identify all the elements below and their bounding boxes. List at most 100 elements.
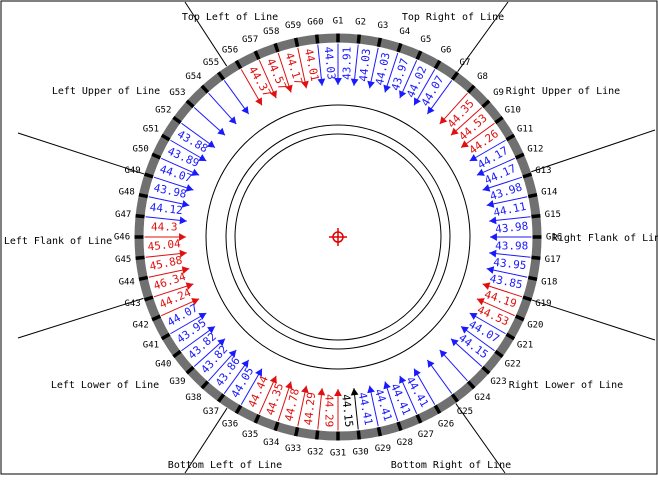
gauge-label: G9 — [493, 88, 504, 98]
ring-tick — [273, 42, 280, 53]
gauge-label: G23 — [490, 377, 506, 387]
arrow-head — [255, 368, 262, 377]
sector-line-2 — [457, 1, 509, 73]
arrow-head — [269, 90, 277, 99]
ring-tick — [314, 34, 320, 44]
measurement-value: 44.29 — [302, 392, 318, 426]
sector-line-7 — [184, 407, 228, 474]
arrow-head — [367, 385, 375, 394]
ring-tick — [172, 349, 182, 359]
measurement-value: 44.3 — [151, 221, 178, 234]
gauge-label: G26 — [438, 420, 454, 430]
ring-tick — [356, 34, 362, 44]
ring-tick — [151, 314, 162, 322]
gauge-label: G60 — [307, 18, 323, 28]
arrow-head — [482, 184, 491, 192]
gauge-label: G55 — [203, 58, 219, 68]
gauge-label: G36 — [222, 420, 238, 430]
ring-tick — [293, 426, 300, 437]
ring-tick — [522, 172, 533, 179]
arrow-head — [350, 78, 359, 86]
arrow-head — [301, 80, 309, 89]
measurement-value: 44.15 — [339, 394, 355, 428]
ring-tick — [494, 349, 504, 359]
gauge-label: G49 — [124, 166, 140, 176]
arrow-head — [181, 200, 190, 208]
ring-tick — [293, 37, 300, 48]
ring-tick — [522, 295, 533, 302]
gauge-label: G41 — [143, 341, 159, 351]
gauge-label: G57 — [242, 35, 258, 45]
gauge-label: G37 — [203, 407, 219, 417]
ring-tick — [433, 404, 442, 415]
gauge-ring — [134, 33, 542, 441]
arrow-head — [285, 381, 293, 390]
center-marker — [329, 228, 347, 246]
gauge-label: G35 — [242, 430, 258, 440]
ring-tick — [234, 404, 243, 415]
arrow-head — [191, 298, 200, 306]
measurement-arrow — [450, 338, 483, 367]
arrow-head — [317, 78, 326, 86]
gauge-label: G33 — [285, 444, 301, 454]
gauge-label: G51 — [143, 125, 159, 135]
ring-tick — [396, 42, 403, 53]
arrow-head — [482, 282, 491, 290]
sector-line-8 — [455, 403, 506, 474]
gauge-label: G30 — [352, 447, 368, 457]
arrow-head — [350, 388, 359, 396]
gauge-label: G56 — [222, 45, 238, 55]
ring-tick — [450, 71, 460, 81]
gauge-label: G21 — [517, 341, 533, 351]
ring-tick — [234, 59, 243, 70]
arrow-head — [460, 140, 469, 148]
arrow-head — [399, 90, 407, 99]
gauge-label: G32 — [307, 447, 323, 457]
sector-divider-lines — [17, 1, 656, 474]
gauge-label: G40 — [155, 359, 171, 369]
ring-tick — [143, 172, 154, 179]
measurement-arrow: 43.91 — [334, 43, 353, 85]
measurement-arrow: 43.98 — [489, 216, 531, 236]
arrow-head — [269, 375, 277, 384]
ring-tick — [160, 332, 171, 341]
gauge-label: G58 — [263, 27, 279, 37]
zone-label-left-lower: Left Lower of Line — [51, 380, 159, 391]
arrow-head — [414, 368, 421, 377]
measurement-arrow — [208, 92, 237, 125]
measurement-arrow: 43.95 — [489, 249, 531, 272]
arrow-head — [367, 80, 375, 89]
gauge-label: G20 — [527, 320, 543, 330]
ring-tick — [143, 295, 154, 302]
arrow-head — [439, 349, 448, 358]
arrow-head — [179, 216, 187, 225]
gauge-label: G38 — [185, 393, 201, 403]
measurement-value: 44.03 — [357, 48, 373, 82]
zone-label-right-upper: Right Upper of Line — [506, 86, 620, 97]
gauge-label: G22 — [505, 359, 521, 369]
ring-tick — [160, 133, 171, 142]
ring-tick — [376, 426, 383, 437]
measurement-value: 43.98 — [495, 220, 529, 236]
ring-tick — [172, 115, 182, 125]
measurement-arrow: 43.98 — [490, 233, 532, 252]
arrow-head — [469, 154, 478, 161]
inner-bore-circle — [234, 133, 442, 341]
gauge-label: G17 — [545, 255, 561, 265]
gauge-label: G18 — [541, 277, 557, 287]
arrow-head — [414, 97, 421, 106]
measurement-value: 44.12 — [149, 201, 183, 217]
arrow-head — [217, 127, 226, 136]
arrow-head — [191, 168, 200, 176]
ring-tick — [253, 50, 261, 61]
gauge-label: G44 — [119, 277, 135, 287]
arrow-head — [460, 326, 469, 334]
ring-tick — [527, 192, 538, 199]
ring-tick — [396, 421, 403, 432]
ring-tick — [314, 430, 320, 440]
arrow-head — [179, 249, 187, 258]
measurement-arrow — [193, 107, 226, 136]
gauge-label: G34 — [263, 438, 279, 448]
gauge-label: G25 — [457, 407, 473, 417]
